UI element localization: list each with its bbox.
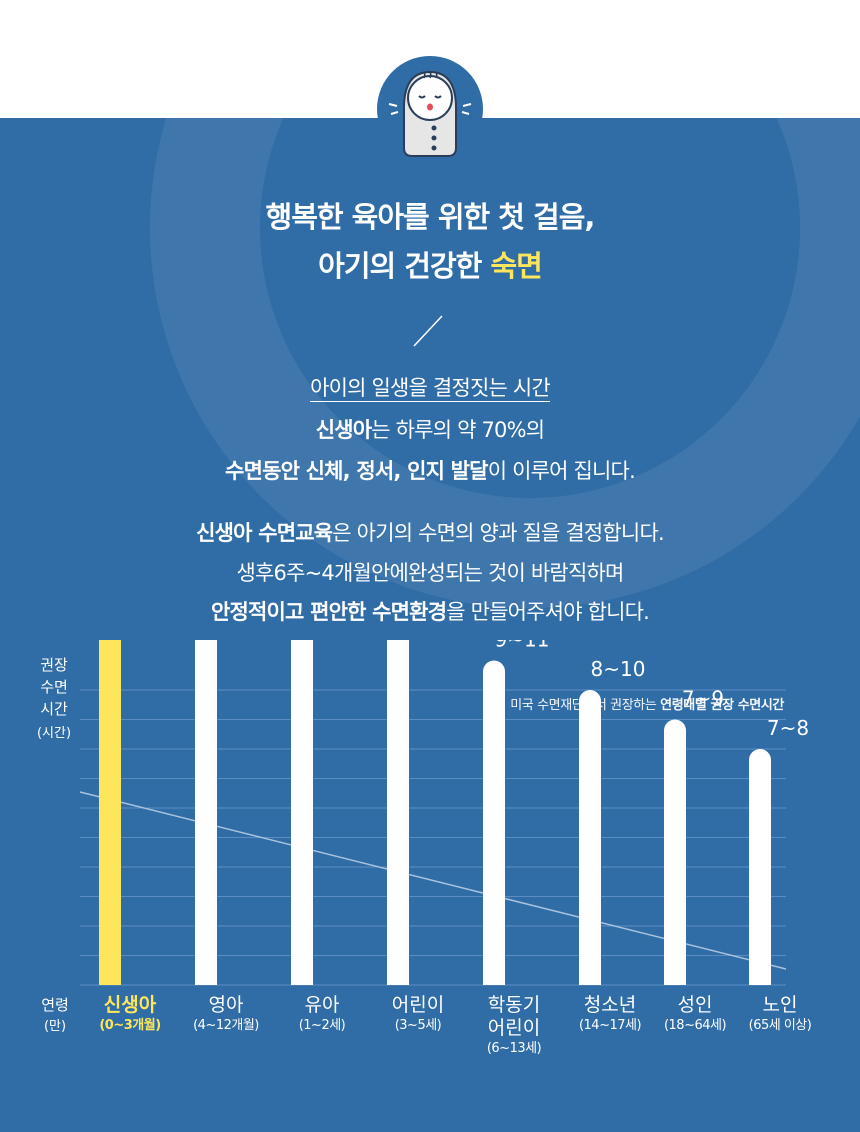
education-bold: 신생아 수면교육: [196, 521, 333, 545]
education-line-3-rest: 을 만들어주셔야 합니다.: [446, 600, 650, 624]
category-age-range: (18~64세): [663, 1018, 727, 1033]
bar: [664, 719, 686, 985]
slash-divider-icon: [413, 315, 443, 347]
category-age-range: (6~13세): [486, 1041, 542, 1056]
category-label: 영아 (4~12개월): [166, 994, 286, 1035]
background-panel: [0, 118, 860, 1132]
intro-line-1: 아이의 일생을 결정짓는 시간: [0, 372, 860, 402]
source-bold: 연령대별 권장 수면시간: [660, 698, 784, 713]
category-age-range: (1~2세): [298, 1018, 346, 1033]
bar: [195, 640, 217, 985]
y-axis-title-unit: (시간): [36, 726, 72, 741]
category-label: 신생아 (0~3개월): [70, 994, 190, 1035]
x-axis-title-line-1: 연령: [41, 996, 69, 1014]
category-label: 노인 (65세 이상): [720, 994, 840, 1035]
y-axis-title-line-2: 수면: [40, 678, 68, 696]
headline-highlight: 숙면: [490, 249, 542, 283]
education-line-1-rest: 은 아기의 수면의 양과 질을 결정합니다.: [332, 521, 664, 545]
bar: [579, 690, 601, 985]
bar: [483, 660, 505, 985]
intro-line-3-rest: 이 이루어 집니다.: [487, 459, 636, 483]
x-axis-title-line-2: (만): [43, 1019, 67, 1034]
intro-bold-development: 수면동안 신체, 정서, 인지 발달: [225, 459, 488, 483]
bar: [749, 749, 771, 985]
intro-underlined-text: 아이의 일생을 결정짓는 시간: [310, 376, 551, 402]
category-age-range: (65세 이상): [748, 1018, 812, 1033]
education-line-2: 생후6주~4개월안에완성되는 것이 바람직하며: [236, 561, 624, 585]
category-age-range: (14~17세): [578, 1018, 642, 1033]
y-axis-title-line-1: 권장: [40, 656, 68, 674]
category-name: 어린이: [391, 994, 445, 1016]
bar: [291, 640, 313, 985]
education-bold-environment: 안정적이고 편안한 수면환경: [210, 600, 447, 624]
category-name: 노인: [762, 994, 798, 1016]
sleeping-baby-icon: [377, 56, 483, 162]
category-age-range: (3~5세): [394, 1018, 442, 1033]
category-label: 학동기 어린이 (6~13세): [454, 994, 574, 1058]
category-label: 청소년 (14~17세): [550, 994, 670, 1035]
category-name: 학동기 어린이: [487, 994, 541, 1039]
intro-line-2: 신생아는 하루의 약 70%의: [0, 414, 860, 444]
intro-line-2-rest: 는 하루의 약 70%의: [371, 418, 545, 442]
category-label: 유아 (1~2세): [262, 994, 382, 1035]
y-axis-title-line-3: 시간: [40, 700, 68, 718]
category-label: 어린이 (3~5세): [358, 994, 478, 1035]
category-label: 성인 (18~64세): [635, 994, 755, 1035]
bar: [387, 640, 409, 985]
headline-line-2: 아기의 건강한 숙면: [0, 243, 860, 285]
bar-value-label: 7~9: [682, 687, 724, 711]
bar-value-label: 9~11: [495, 640, 550, 652]
category-name: 영아: [208, 994, 244, 1016]
sleep-hours-chart: 14~1712~1511~1410~139~118~107~97~8: [79, 640, 809, 986]
intro-bold-newborn: 신생아: [315, 418, 372, 442]
headline-prefix: 아기의 건강한: [318, 249, 491, 283]
category-name: 청소년: [583, 994, 637, 1016]
category-name: 유아: [304, 994, 340, 1016]
category-age-range: (0~3개월): [99, 1018, 161, 1033]
headline-line-1: 행복한 육아를 위한 첫 걸음,: [265, 200, 596, 234]
education-line-3: 안정적이고 편안한 수면환경을 만들어주셔야 합니다.: [0, 596, 860, 626]
category-name: 성인: [677, 994, 713, 1016]
category-name: 신생아: [103, 994, 157, 1016]
bar: [99, 640, 121, 985]
category-age-range: (4~12개월): [193, 1018, 259, 1033]
education-line-1: 신생아 수면교육은 아기의 수면의 양과 질을 결정합니다.: [0, 517, 860, 547]
bar-value-label: 8~10: [591, 657, 646, 681]
intro-line-3: 수면동안 신체, 정서, 인지 발달이 이루어 집니다.: [0, 455, 860, 485]
bar-value-label: 7~8: [767, 716, 809, 740]
